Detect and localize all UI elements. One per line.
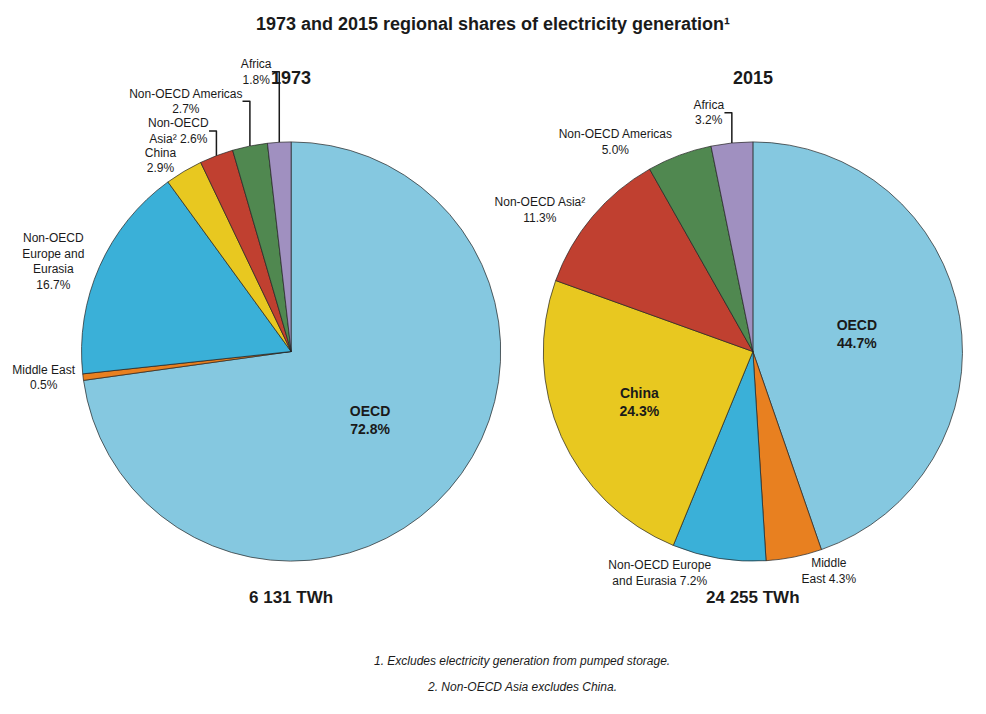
svg-text:2015: 2015 xyxy=(733,68,773,88)
svg-text:24 255 TWh: 24 255 TWh xyxy=(706,588,800,607)
svg-text:Non-OECDAsia² 2.6%: Non-OECDAsia² 2.6% xyxy=(148,116,209,146)
svg-text:6 131 TWh: 6 131 TWh xyxy=(249,588,333,607)
svg-text:1973: 1973 xyxy=(271,68,311,88)
svg-text:Non-OECD Asia²11.3%: Non-OECD Asia²11.3% xyxy=(495,195,586,225)
svg-text:Africa3.2%: Africa3.2% xyxy=(693,98,724,128)
svg-text:Middle East0.5%: Middle East0.5% xyxy=(12,363,75,393)
svg-text:1973 and 2015 regional shares: 1973 and 2015 regional shares of electri… xyxy=(256,14,730,34)
svg-text:China2.9%: China2.9% xyxy=(145,146,177,176)
svg-text:1. Excludes electricity genera: 1. Excludes electricity generation from … xyxy=(374,654,670,668)
svg-text:Africa1.8%: Africa1.8% xyxy=(241,57,272,87)
svg-text:Non-OECD Americas2.7%: Non-OECD Americas2.7% xyxy=(129,87,242,117)
svg-text:2. Non-OECD Asia excludes Chin: 2. Non-OECD Asia excludes China. xyxy=(427,680,617,694)
svg-text:Non-OECD Europeand Eurasia 7.2: Non-OECD Europeand Eurasia 7.2% xyxy=(608,558,711,588)
svg-text:OECD44.7%: OECD44.7% xyxy=(837,317,878,351)
svg-text:OECD72.8%: OECD72.8% xyxy=(350,403,391,437)
svg-text:China24.3%: China24.3% xyxy=(619,385,659,419)
svg-text:Non-OECD Americas5.0%: Non-OECD Americas5.0% xyxy=(559,127,672,157)
svg-text:Non-OECDEurope andEurasia16.7%: Non-OECDEurope andEurasia16.7% xyxy=(22,231,84,292)
svg-text:MiddleEast 4.3%: MiddleEast 4.3% xyxy=(801,556,856,586)
